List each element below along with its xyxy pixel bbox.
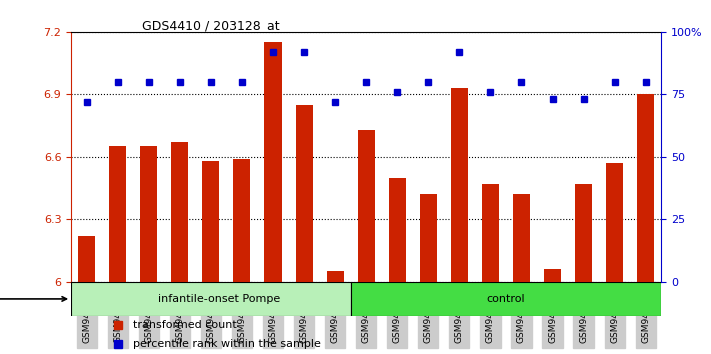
Bar (109, 147, 127, 282)
Bar (358, 130, 375, 282)
Bar (575, 184, 592, 282)
Bar (544, 269, 561, 282)
Bar (351, 282, 661, 316)
Bar (637, 94, 654, 282)
Bar (296, 105, 313, 282)
Bar (171, 142, 188, 282)
Bar (451, 88, 468, 282)
Bar (71, 282, 351, 316)
Text: percentile rank within the sample: percentile rank within the sample (133, 338, 321, 349)
Text: control: control (486, 294, 525, 304)
Bar (326, 271, 343, 282)
Bar (513, 194, 530, 282)
Bar (419, 194, 437, 282)
Text: GDS4410 / 203128_at: GDS4410 / 203128_at (142, 19, 279, 32)
Bar (389, 178, 406, 282)
Text: transformed count: transformed count (133, 320, 237, 330)
Text: disease state: disease state (0, 294, 66, 304)
Text: infantile-onset Pompe: infantile-onset Pompe (158, 294, 279, 304)
Bar (233, 159, 250, 282)
Bar (264, 42, 282, 282)
Bar (482, 184, 499, 282)
Bar (140, 147, 157, 282)
Bar (606, 163, 623, 282)
Bar (203, 161, 220, 282)
Bar (78, 236, 95, 282)
